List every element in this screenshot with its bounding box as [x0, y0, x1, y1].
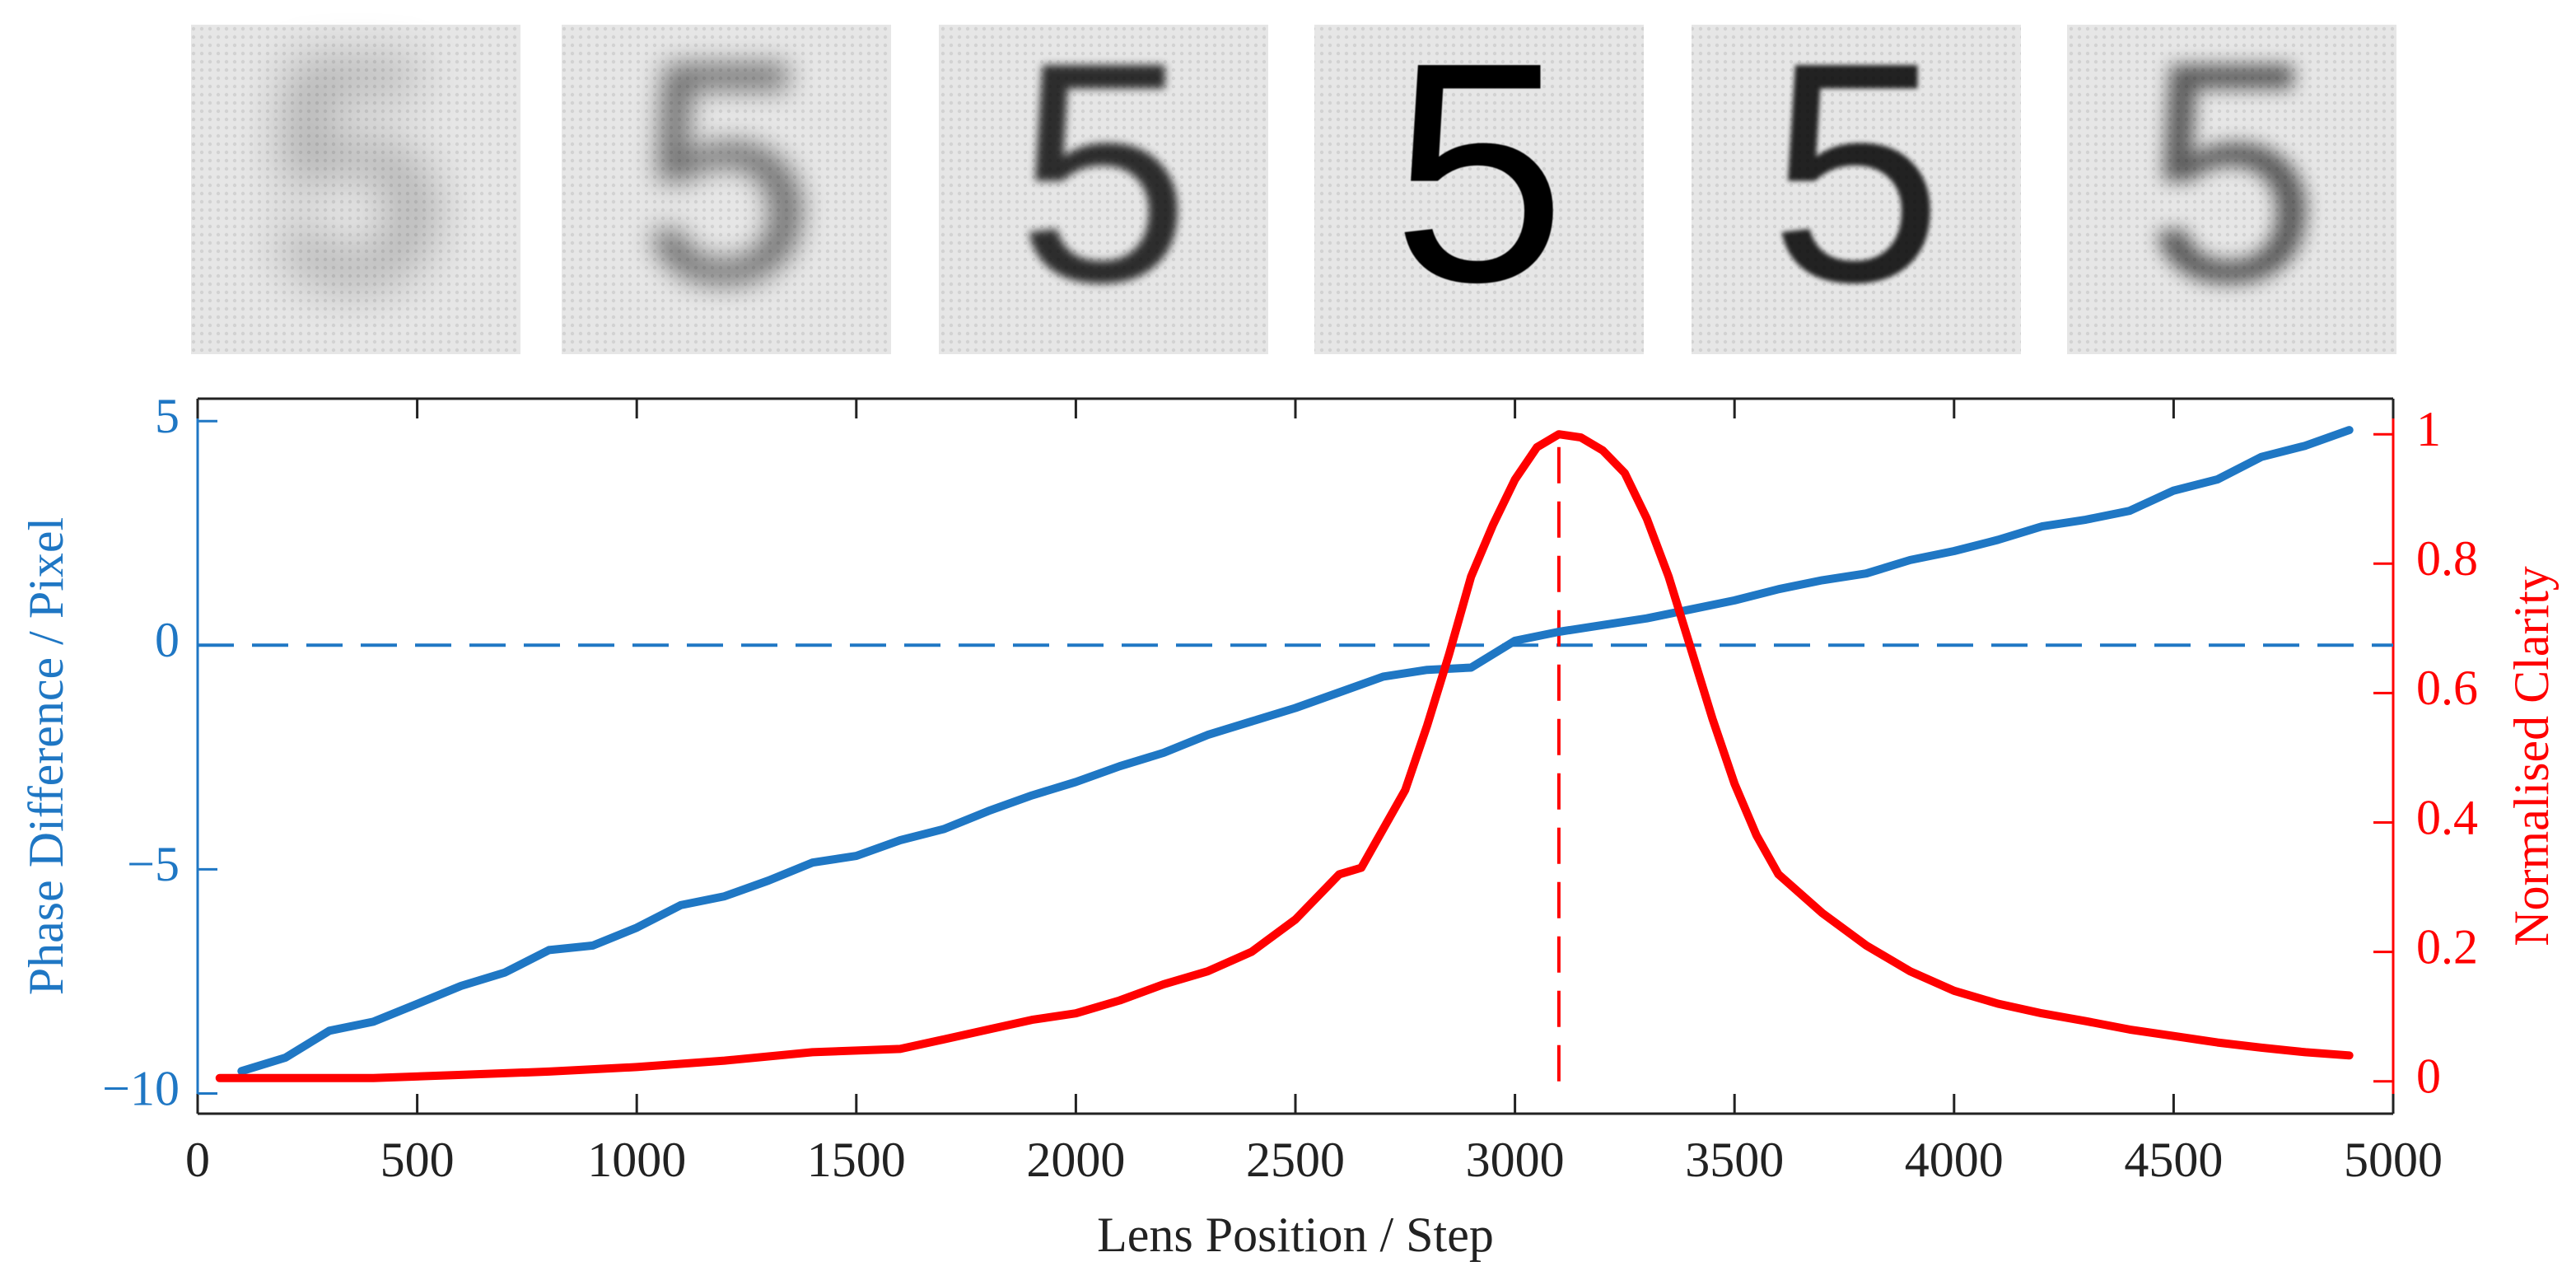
image-tile: [2067, 25, 2396, 354]
y-tick-label: 0: [155, 613, 180, 667]
y2-axis-label: Normalised Clarity: [2504, 566, 2559, 946]
x-tick-label: 2000: [1026, 1133, 1125, 1187]
image-tile: [191, 25, 520, 354]
image-digit: 5: [639, 0, 813, 347]
x-tick-label: 3500: [1685, 1133, 1784, 1187]
image-digit: 5: [2144, 0, 2318, 347]
y2-tick-label: 1: [2416, 402, 2441, 456]
y-tick-label: −5: [127, 837, 180, 891]
x-tick-label: 0: [185, 1133, 210, 1187]
y2-tick-label: 0.2: [2416, 919, 2478, 974]
y2-tick-label: 0.4: [2416, 790, 2478, 844]
y2-tick-label: 0.6: [2416, 661, 2478, 715]
y2-tick-label: 0.8: [2416, 531, 2478, 586]
x-axis-label: Lens Position / Step: [1097, 1208, 1494, 1262]
x-tick-label: 1000: [587, 1133, 686, 1187]
series-line: [237, 426, 2354, 1076]
image-digit: 5: [1769, 0, 1943, 347]
x-tick-label: 4000: [1905, 1133, 2004, 1187]
image-digit: 5: [1016, 0, 1190, 347]
y-tick-label: 5: [155, 389, 180, 443]
image-tile: [562, 25, 891, 354]
x-tick-label: 500: [380, 1133, 455, 1187]
x-tick-label: 5000: [2344, 1133, 2443, 1187]
x-tick-label: 2500: [1246, 1133, 1345, 1187]
x-tick-label: 3000: [1466, 1133, 1565, 1187]
y-tick-label: −10: [102, 1061, 180, 1115]
y-axis-label: Phase Difference / Pixel: [19, 517, 73, 995]
x-tick-label: 4500: [2124, 1133, 2223, 1187]
x-tick-label: 1500: [807, 1133, 906, 1187]
image-digit: 5: [1392, 0, 1566, 347]
image-tile: [939, 25, 1268, 354]
image-tile: [1314, 25, 1644, 354]
y2-tick-label: 0: [2416, 1049, 2441, 1103]
plot: 0 500 1000 1500 2000 2500 3000 3500 4000 4500 5000…: [19, 389, 2559, 1262]
image-tile: [1692, 25, 2021, 354]
series-line: [215, 430, 2354, 1082]
image-digit: 5: [268, 0, 442, 347]
